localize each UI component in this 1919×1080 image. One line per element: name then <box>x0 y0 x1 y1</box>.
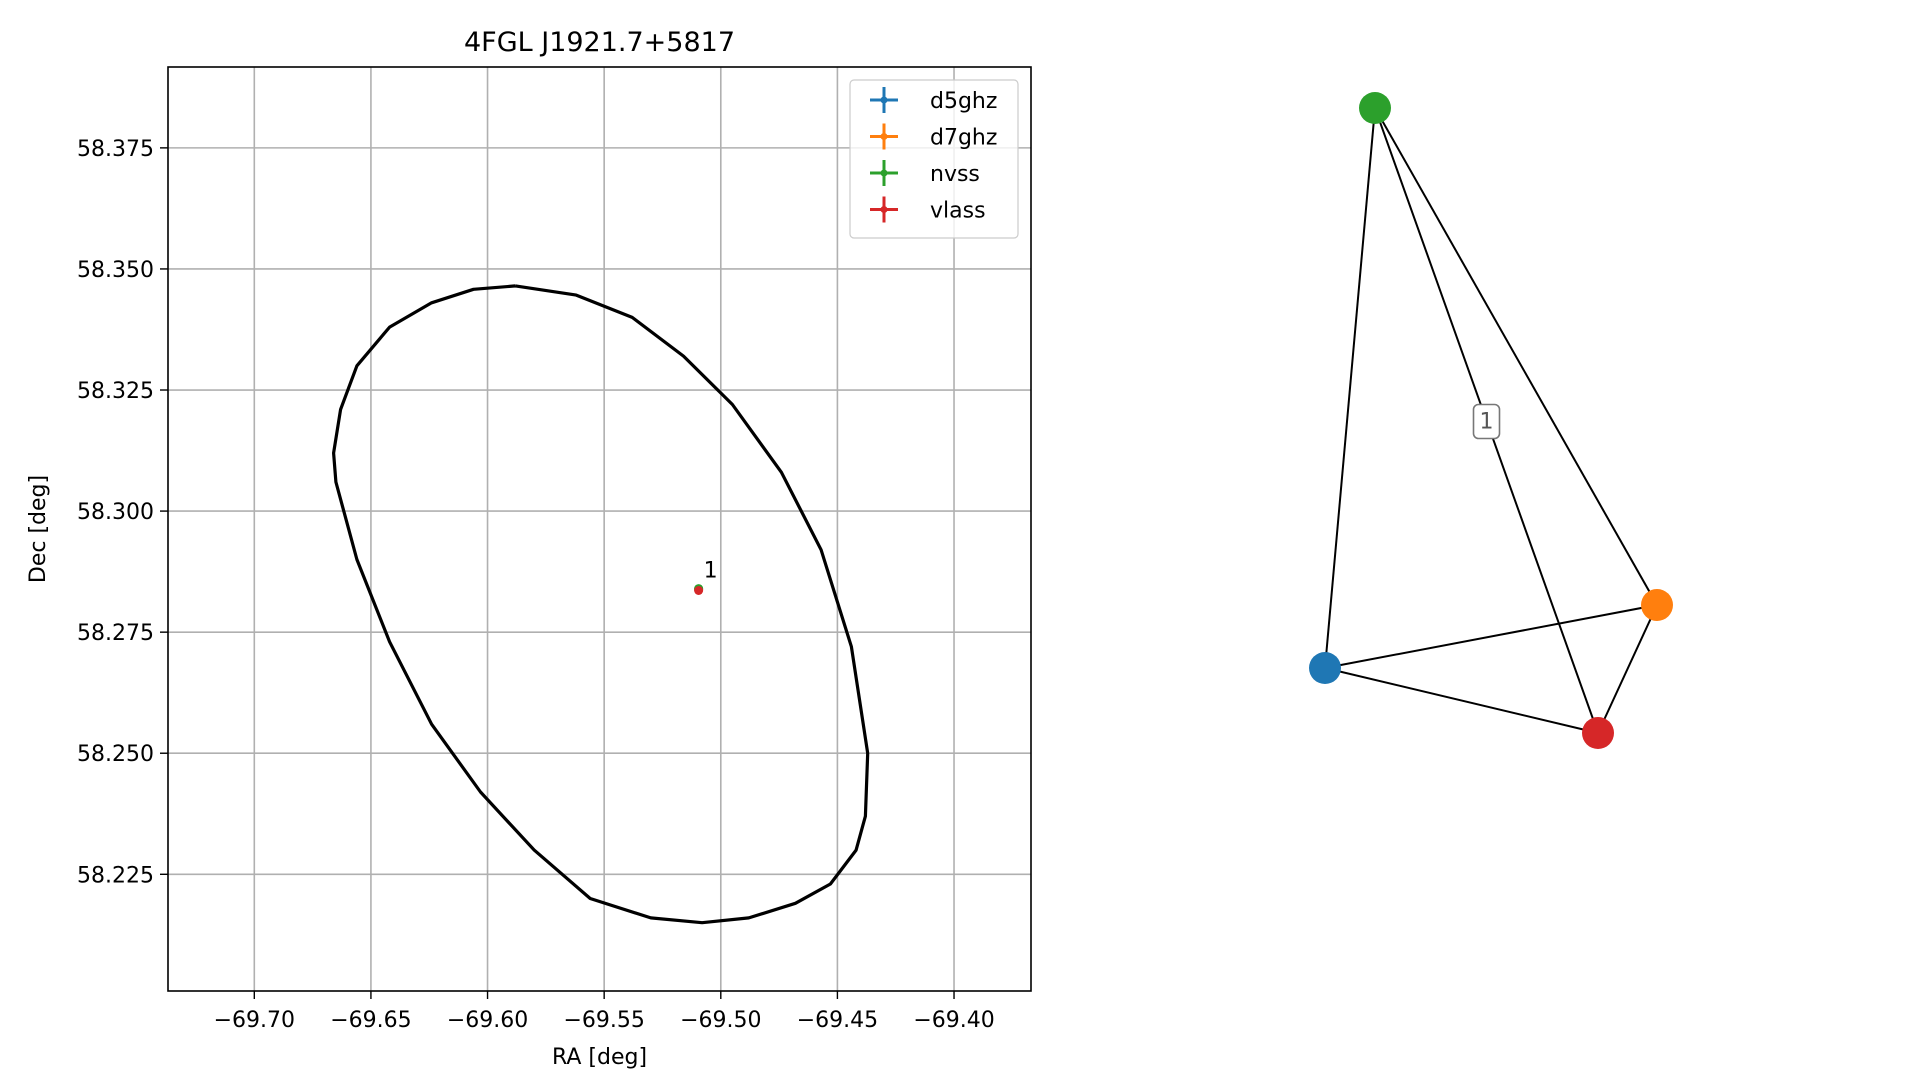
x-tick-label: −69.50 <box>680 1008 761 1033</box>
x-tick-label: −69.65 <box>330 1008 411 1033</box>
x-tick-label: −69.60 <box>447 1008 528 1033</box>
network-edge <box>1324 604 1658 669</box>
y-tick-label: 58.350 <box>77 258 154 283</box>
annotation-label: 1 <box>704 559 718 584</box>
y-tick-label: 58.275 <box>77 621 154 646</box>
x-tick-label: −69.40 <box>913 1008 994 1033</box>
ellipse-layer <box>332 284 870 925</box>
legend-marker-dot <box>880 133 888 140</box>
network-nodes <box>1309 92 1673 749</box>
network-node-nvss <box>1359 92 1391 124</box>
y-tick-label: 58.250 <box>77 742 154 767</box>
legend-box <box>849 79 1019 239</box>
y-tick-label: 58.325 <box>77 379 154 404</box>
y-axis-ticks: 58.225 58.250 58.275 58.300 58.325 58.350 58.3… <box>77 137 168 888</box>
y-axis-label: Dec [deg] <box>26 475 51 583</box>
network-panel: 1 <box>1309 92 1673 749</box>
legend-marker-dot <box>880 169 888 177</box>
edge-label: 1 <box>1480 410 1494 435</box>
legend-label-nvss: nvss <box>930 162 980 187</box>
x-tick-label: −69.45 <box>797 1008 878 1033</box>
network-node-d5ghz <box>1309 652 1341 684</box>
chart-title: 4FGL J1921.7+5817 <box>464 27 735 58</box>
edge-label-box <box>1472 403 1501 440</box>
x-axis-label: RA [deg] <box>552 1045 647 1070</box>
scatter-panel: 1 −69.70 −69.65 −69.60 −69.55 −69.50 −69.45 −6… <box>26 27 1032 1070</box>
network-node-d7ghz <box>1641 589 1673 621</box>
y-tick-label: 58.300 <box>77 500 154 525</box>
network-node-vlass <box>1582 717 1614 749</box>
legend-marker-dot <box>880 206 888 213</box>
network-edge <box>1324 667 1599 734</box>
legend: d5ghz d7ghz nvss vlass <box>849 79 1019 239</box>
legend-marker-dot <box>880 96 888 104</box>
plot-frame <box>167 66 1032 992</box>
legend-label-d5ghz: d5ghz <box>930 89 997 114</box>
points-layer: 1 <box>694 559 718 596</box>
x-tick-label: −69.70 <box>214 1008 295 1033</box>
legend-label-vlass: vlass <box>930 199 986 224</box>
x-tick-label: −69.55 <box>563 1008 644 1033</box>
legend-label-d7ghz: d7ghz <box>930 126 997 151</box>
network-edge <box>1597 604 1658 734</box>
y-tick-label: 58.375 <box>77 137 154 162</box>
legend-items: d5ghz d7ghz nvss vlass <box>870 87 997 224</box>
edge-label-layer: 1 <box>1472 403 1501 440</box>
error-ellipse <box>332 284 870 925</box>
network-edge <box>1374 107 1658 606</box>
x-axis-ticks: −69.70 −69.65 −69.60 −69.55 −69.50 −69.45 −69.… <box>214 991 995 1033</box>
network-edge <box>1324 107 1376 669</box>
y-tick-label: 58.225 <box>77 863 154 888</box>
data-point-vlass <box>694 586 704 596</box>
